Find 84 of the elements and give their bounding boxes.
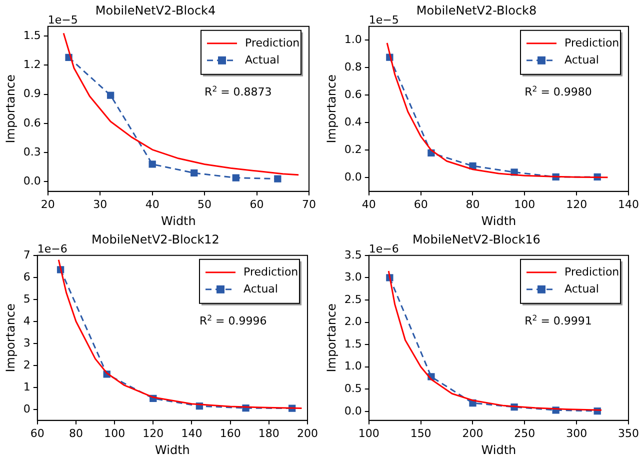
legend-label: Prediction [564,36,620,50]
y-tick-label: 0.5 [344,382,362,396]
y-tick-label: 0.6 [344,88,362,102]
legend-label: Prediction [245,36,300,50]
y-tick-label: 3.5 [344,248,362,262]
y-tick-label: 0.4 [344,116,362,129]
chart-title: MobileNetV2-Block8 [416,3,537,18]
y-tick-label: 0.0 [23,174,41,188]
x-tick-label: 120 [566,198,588,211]
legend-label: Actual [245,53,280,66]
x-axis-title: Width [155,442,190,457]
x-tick-label: 20 [40,198,55,211]
x-tick-label: 160 [220,426,241,440]
y-tick-label: 0.0 [344,404,362,418]
x-tick-label: 60 [30,426,44,440]
x-tick-label: 70 [302,198,316,211]
y-tick-label: 1.0 [344,33,362,46]
y-tick-label: 0 [23,402,30,416]
y-tick-label: 5 [23,292,30,306]
point [232,174,240,182]
x-tick-label: 50 [198,198,212,211]
y-tick-label: 1 [23,380,30,394]
y-tick-label: 0.8 [344,60,362,74]
x-tick-label: 80 [466,198,480,211]
x-tick-label: 60 [250,198,264,211]
legend-label: Actual [564,282,599,296]
y-tick-label: 2.0 [344,315,362,328]
y-tick-label: 7 [23,248,30,262]
legend-label: Prediction [244,265,298,278]
x-tick-label: 120 [142,426,164,440]
y-tick-label: 0.0 [344,170,362,184]
y-axis-title: Importance [324,304,338,372]
x-tick-label: 40 [362,198,376,211]
y-axis-title: Importance [3,74,18,144]
annotation: 1e−5 [368,13,399,26]
x-tick-label: 100 [104,426,126,440]
x-tick-label: 180 [258,426,280,440]
chart-title: MobileNetV2-Block16 [412,232,540,246]
x-axis-title: Width [481,214,516,228]
x-tick-label: 350 [618,426,639,440]
y-tick-label: 0.9 [23,87,41,100]
x-tick-label: 30 [93,198,108,211]
x-tick-label: 100 [358,426,380,440]
y-tick-label: 0.6 [23,116,41,130]
y-tick-label: 1.2 [23,58,41,72]
legend-label: Actual [564,53,599,66]
x-tick-label: 40 [145,198,160,211]
y-tick-label: 0.2 [344,143,362,156]
legend-label: Prediction [564,265,620,278]
y-tick-label: 1.0 [344,360,362,373]
y-tick-label: 3 [23,336,30,350]
point [190,169,198,177]
point [106,92,114,99]
x-tick-label: 150 [410,426,432,440]
point [148,160,156,168]
text: 1e−6 [37,242,68,256]
y-axis-title: Importance [324,74,338,144]
text: 1e−6 [368,242,399,256]
x-tick-label: 300 [566,426,588,440]
point [469,162,476,170]
x-tick-label: 140 [181,426,202,440]
x-tick-label: 250 [514,426,536,440]
chart-title: MobileNetV2-Block12 [92,232,220,246]
chart-title: MobileNetV2-Block4 [95,3,216,18]
y-tick-label: 4 [23,314,30,328]
y-tick-label: 2 [23,358,30,372]
y-tick-label: 6 [23,270,30,284]
x-tick-label: 80 [68,426,83,440]
annotation: 1e−5 [48,13,78,26]
x-tick-label: 200 [297,426,318,440]
y-tick-label: 3.0 [344,270,362,284]
x-axis-title: Width [161,214,196,228]
x-tick-label: 140 [618,198,639,211]
legend-label: Actual [244,282,278,296]
point [274,175,282,182]
x-tick-label: 100 [514,198,536,211]
y-tick-label: 2.5 [344,292,362,306]
y-tick-label: 1.5 [23,28,41,42]
x-axis-title: Width [481,442,516,457]
y-axis-title: Importance [3,304,18,372]
x-tick-label: 60 [414,198,428,211]
y-tick-label: 1.5 [344,337,362,350]
x-tick-label: 200 [462,426,484,440]
y-tick-label: 0.3 [23,145,41,158]
